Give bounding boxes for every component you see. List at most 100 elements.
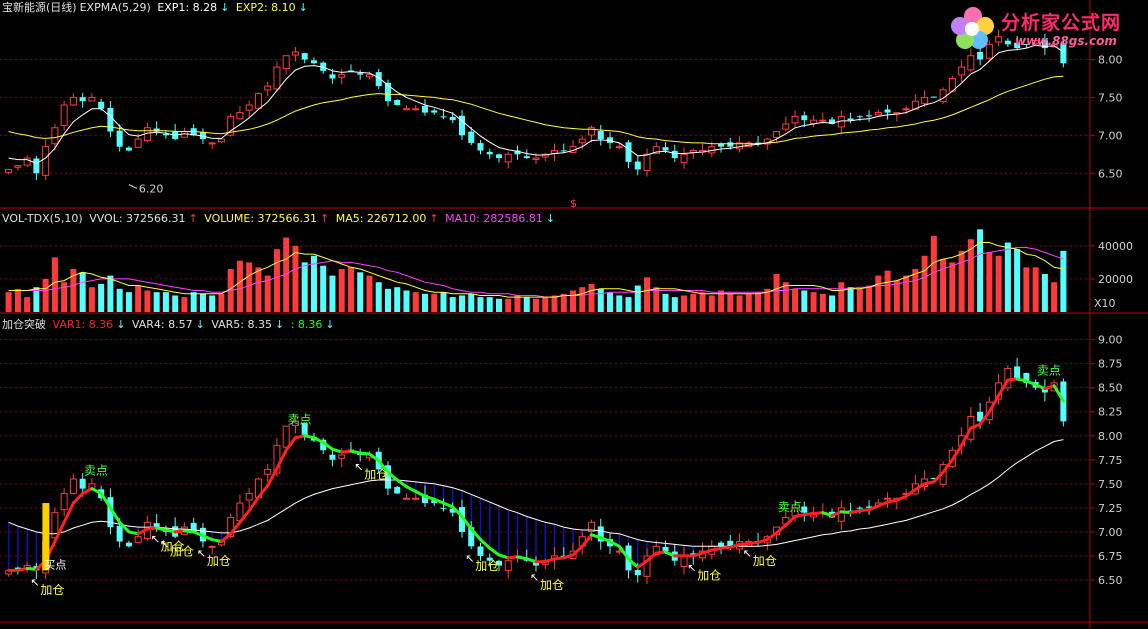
var1-segment xyxy=(293,434,307,440)
var1-segment xyxy=(340,449,353,454)
signal-candle xyxy=(884,497,892,500)
volume-bar xyxy=(283,237,290,312)
volume-bar xyxy=(42,278,49,312)
volume-bar xyxy=(24,297,31,312)
add-position-label: 加仓 xyxy=(475,559,499,573)
price-candle xyxy=(939,89,947,103)
var1-segment xyxy=(895,494,908,502)
var1-segment xyxy=(330,447,344,454)
var1-segment xyxy=(53,520,66,544)
down-arrow-icon: ↓ xyxy=(220,1,230,14)
var5-line xyxy=(8,439,1064,547)
price-candle xyxy=(597,131,604,140)
volume-bar xyxy=(921,255,928,312)
price-candle xyxy=(634,161,641,170)
var1-segment xyxy=(312,436,325,444)
var1-segment xyxy=(266,466,279,488)
exp2-value: EXP2: 8.10 xyxy=(235,1,296,14)
var1-segment xyxy=(941,458,954,474)
price-candle xyxy=(791,115,799,124)
var1-segment xyxy=(580,533,594,548)
var1-segment xyxy=(451,505,464,519)
flower-logo-icon xyxy=(951,7,994,49)
price-candle xyxy=(884,109,891,113)
var1-segment xyxy=(395,478,408,489)
price-candle xyxy=(718,143,725,147)
price-candle xyxy=(162,133,169,136)
price-candle xyxy=(458,115,465,136)
price-candle xyxy=(51,127,59,145)
volume-bar xyxy=(301,262,308,312)
add-position-label: 加仓 xyxy=(40,583,64,597)
volume-bar xyxy=(801,290,808,312)
price-candle xyxy=(431,110,438,113)
volume-bar xyxy=(88,287,95,312)
signal-candle xyxy=(588,521,596,532)
price-candle xyxy=(264,85,272,91)
var1-segment xyxy=(562,553,575,560)
signal-candle xyxy=(1004,367,1012,389)
volume-bar xyxy=(329,275,336,312)
down-arrow-icon: ↓ xyxy=(325,318,335,331)
var1-segment xyxy=(543,557,557,564)
var1-segment xyxy=(164,528,177,534)
signal-tick-label: 6.75 xyxy=(1098,550,1123,563)
var1-segment xyxy=(321,440,334,451)
price-candle xyxy=(153,128,160,132)
volume-bar xyxy=(384,288,391,312)
var1-segment xyxy=(590,533,603,540)
volume-bar xyxy=(967,239,974,312)
price-candle xyxy=(347,70,354,72)
signal-candle xyxy=(930,477,937,480)
price-candle xyxy=(847,118,854,121)
exp1-value: EXP1: 8.28 xyxy=(157,1,218,14)
volume-bar xyxy=(588,283,595,312)
signal-candle xyxy=(208,545,216,548)
price-candle xyxy=(486,151,493,155)
price-candle xyxy=(384,82,391,102)
var1-segment xyxy=(617,544,631,561)
volume-bar xyxy=(671,297,678,312)
var1-segment xyxy=(441,501,455,509)
signal-candle xyxy=(227,516,235,538)
last-value: : 8.36 xyxy=(290,318,323,331)
price-candle xyxy=(254,93,262,109)
price-tick-label: 8.00 xyxy=(1098,54,1123,67)
price-candle xyxy=(23,157,31,166)
volume-bar xyxy=(236,260,243,312)
var1-segment xyxy=(71,491,85,505)
var1-segment xyxy=(506,555,519,560)
price-candle xyxy=(782,123,790,130)
price-candle xyxy=(116,130,123,147)
price-candle xyxy=(282,55,290,70)
signal-candle xyxy=(329,454,336,460)
volume-bar xyxy=(755,292,762,312)
var1-segment xyxy=(201,534,214,542)
var1-segment xyxy=(478,538,492,550)
volume-bar xyxy=(135,285,142,312)
var1-segment xyxy=(969,422,982,430)
price-candle xyxy=(866,115,873,117)
volume-bar xyxy=(940,259,947,312)
signal-candle xyxy=(60,492,68,511)
volume-bar xyxy=(79,272,86,312)
price-candle xyxy=(60,104,68,126)
signal-candle xyxy=(468,527,475,547)
signal-candle xyxy=(116,525,123,542)
volume-bar xyxy=(172,295,179,312)
price-candle xyxy=(98,101,105,109)
volume-bar xyxy=(523,297,530,312)
price-candle xyxy=(5,168,13,173)
price-candle xyxy=(625,142,632,162)
price-candle xyxy=(977,51,984,60)
price-candle xyxy=(449,116,456,121)
var1-segment xyxy=(62,501,75,524)
price-candle xyxy=(958,66,966,76)
signal-candle xyxy=(320,439,327,451)
volume-bar xyxy=(421,293,428,312)
volume-bar xyxy=(320,265,327,312)
price-tick-label: 7.50 xyxy=(1098,91,1123,104)
signal-candle xyxy=(79,478,86,489)
volume-bar xyxy=(949,262,956,312)
